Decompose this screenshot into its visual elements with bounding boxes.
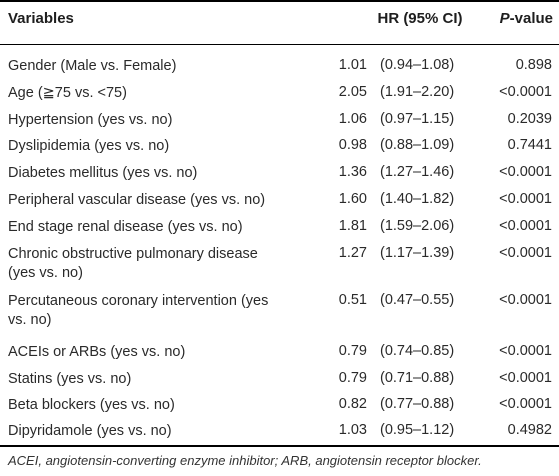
cell-ci: (1.40–1.82) <box>380 191 455 207</box>
cell-variable: Beta blockers (yes vs. no) <box>8 397 175 413</box>
cell-variable-line2: (yes vs. no) <box>8 265 83 281</box>
cell-variable: Hypertension (yes vs. no) <box>8 112 173 128</box>
cell-variable: Peripheral vascular disease (yes vs. no) <box>8 192 266 208</box>
cell-ci: (0.97–1.15) <box>380 111 455 127</box>
table-top-rule <box>0 0 559 2</box>
cell-p-value: <0.0001 <box>499 191 552 207</box>
cell-variable-line2: vs. no) <box>8 312 52 328</box>
cell-p-value: <0.0001 <box>499 84 552 100</box>
header-p-value: P-value <box>500 10 553 27</box>
cell-hr: 1.06 <box>338 111 367 127</box>
cell-variable-line1: Percutaneous coronary intervention (yes <box>8 293 269 309</box>
cell-hr: 1.60 <box>338 191 367 207</box>
cell-variable: Dyslipidemia (yes vs. no) <box>8 138 170 154</box>
table-footnote: ACEI, angiotensin-converting enzyme inhi… <box>8 453 482 468</box>
cell-p-value: 0.898 <box>515 57 552 73</box>
cell-ci: (1.17–1.39) <box>380 245 455 261</box>
cell-variable: Gender (Male vs. Female) <box>8 58 177 74</box>
cell-variable: ACEIs or ARBs (yes vs. no) <box>8 344 186 360</box>
cell-p-value: 0.7441 <box>507 137 552 153</box>
header-p-italic: P <box>499 10 510 27</box>
cell-p-value: <0.0001 <box>499 218 552 234</box>
cell-p-value: <0.0001 <box>499 164 552 180</box>
table-bottom-rule <box>0 445 559 447</box>
cell-hr: 0.79 <box>338 343 367 359</box>
cell-ci: (0.47–0.55) <box>380 292 455 308</box>
cell-ci: (1.27–1.46) <box>380 164 455 180</box>
cell-variable: Diabetes mellitus (yes vs. no) <box>8 165 198 181</box>
cell-variable: Chronic obstructive pulmonary disease (ye… <box>8 245 308 283</box>
header-p-rest: -value <box>509 10 553 27</box>
cell-ci: (1.91–2.20) <box>380 84 455 100</box>
cell-p-value: <0.0001 <box>499 245 552 261</box>
cell-hr: 0.51 <box>338 292 367 308</box>
cell-ci: (0.77–0.88) <box>380 396 455 412</box>
cell-ci: (0.74–0.85) <box>380 343 455 359</box>
cell-variable: Age (≧75 vs. <75) <box>8 85 127 101</box>
cell-p-value: <0.0001 <box>499 396 552 412</box>
cell-p-value: 0.4982 <box>507 422 552 438</box>
cell-hr: 0.98 <box>338 137 367 153</box>
cell-hr: 2.05 <box>338 84 367 100</box>
cell-hr: 1.36 <box>338 164 367 180</box>
cell-ci: (0.88–1.09) <box>380 137 455 153</box>
cell-hr: 0.82 <box>338 396 367 412</box>
cell-variable: Dipyridamole (yes vs. no) <box>8 423 172 439</box>
cell-variable: End stage renal disease (yes vs. no) <box>8 219 243 235</box>
cell-hr: 1.81 <box>338 218 367 234</box>
cell-p-value: <0.0001 <box>499 343 552 359</box>
cell-ci: (0.95–1.12) <box>380 422 455 438</box>
cell-ci: (0.94–1.08) <box>380 57 455 73</box>
header-hr: HR (95% CI) <box>377 10 463 27</box>
cell-ci: (1.59–2.06) <box>380 218 455 234</box>
cell-variable-line1: Chronic obstructive pulmonary disease <box>8 246 258 262</box>
cell-hr: 1.27 <box>338 245 367 261</box>
cell-hr: 0.79 <box>338 370 367 386</box>
header-variables: Variables <box>8 10 74 27</box>
cell-p-value: 0.2039 <box>507 111 552 127</box>
cell-p-value: <0.0001 <box>499 370 552 386</box>
cell-variable: Statins (yes vs. no) <box>8 371 132 387</box>
cell-hr: 1.03 <box>338 422 367 438</box>
table-header-rule <box>0 44 559 45</box>
cell-variable: Percutaneous coronary intervention (yes v… <box>8 292 308 330</box>
cell-p-value: <0.0001 <box>499 292 552 308</box>
cell-hr: 1.01 <box>338 57 367 73</box>
cell-ci: (0.71–0.88) <box>380 370 455 386</box>
